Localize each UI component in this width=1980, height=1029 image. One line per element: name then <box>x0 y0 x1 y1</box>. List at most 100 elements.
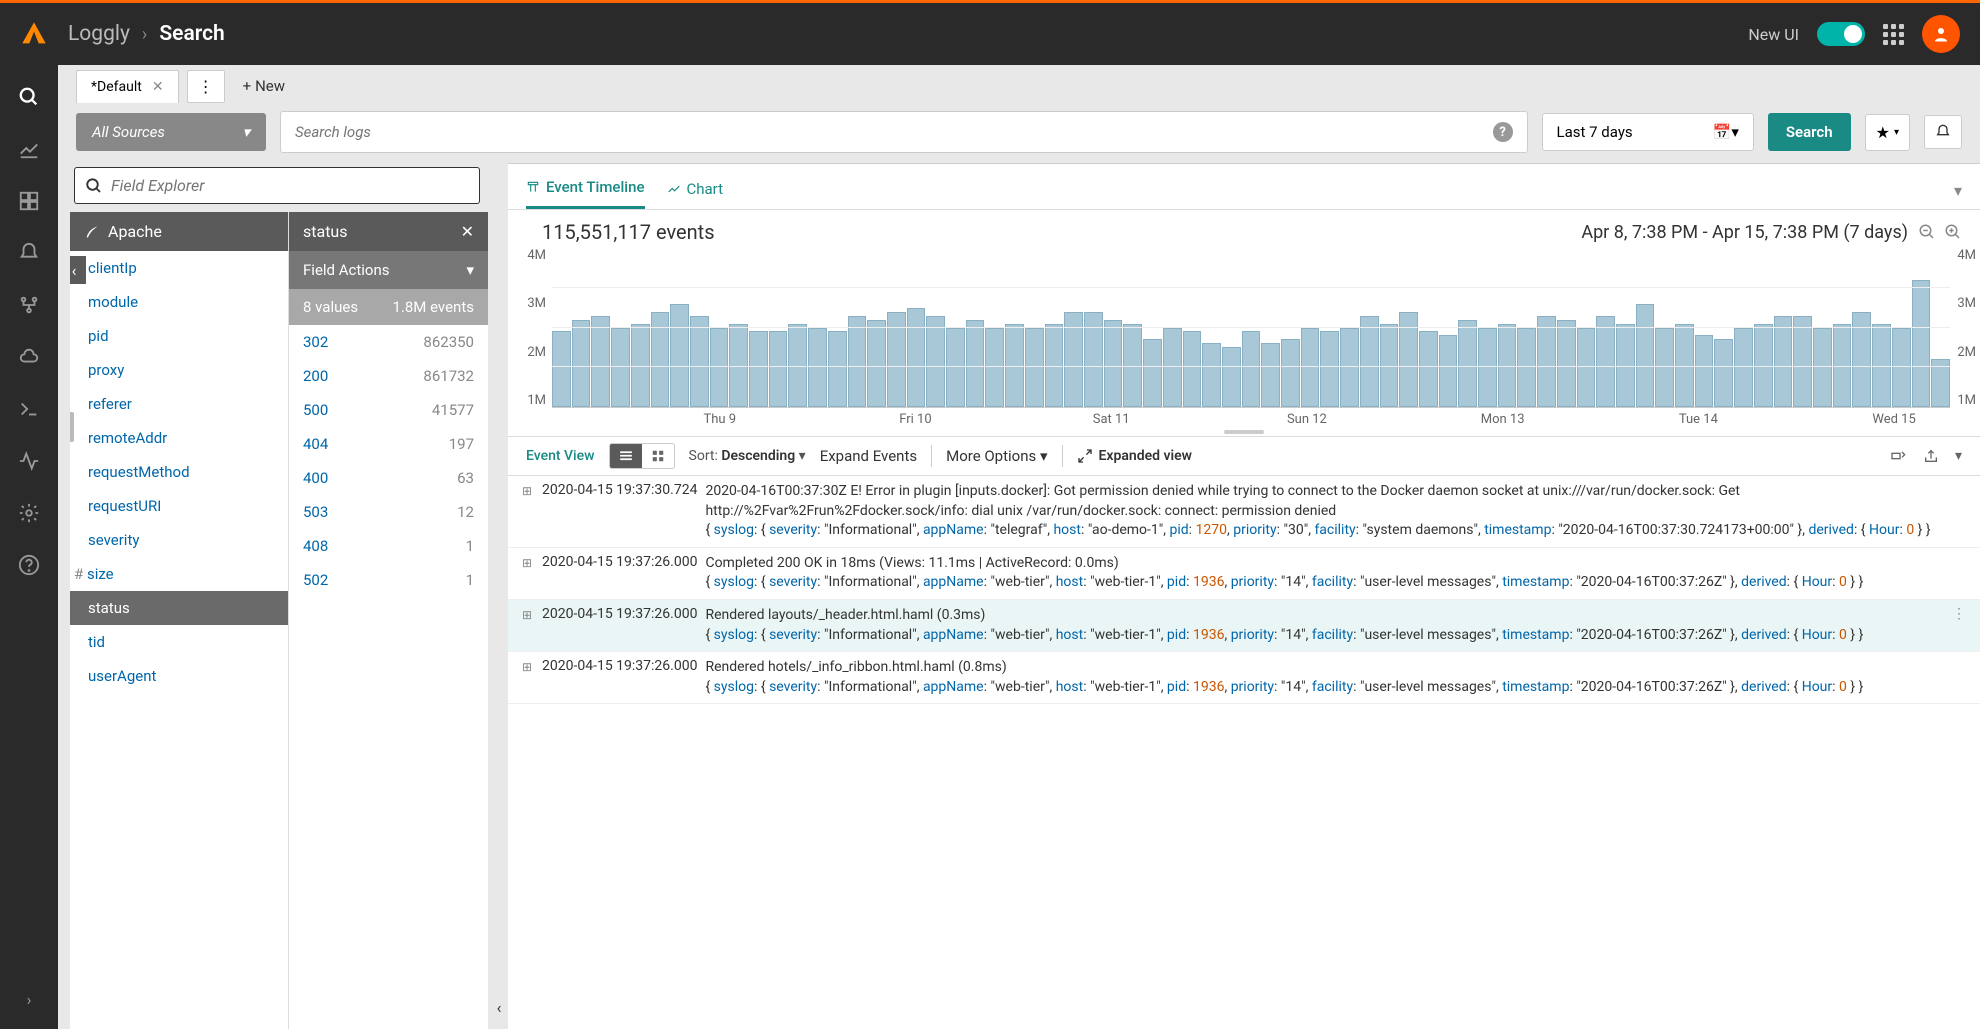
event-row[interactable]: ⊞2020-04-15 19:37:26.000Rendered layouts… <box>508 600 1980 652</box>
nav-settings-icon[interactable] <box>17 501 41 525</box>
event-row[interactable]: ⊞2020-04-15 19:37:30.7242020-04-16T00:37… <box>508 476 1980 548</box>
nav-expand-icon[interactable]: › <box>27 990 32 1009</box>
timeline-bar[interactable] <box>966 320 985 407</box>
timeline-bar[interactable] <box>1222 347 1241 407</box>
timeline-bar[interactable] <box>946 328 965 408</box>
field-value-row[interactable]: 5021 <box>289 563 488 597</box>
help-icon[interactable]: ? <box>1493 122 1513 142</box>
timeline-bar[interactable] <box>1104 320 1123 407</box>
timeline-bar[interactable] <box>1261 343 1280 407</box>
timeline-bar[interactable] <box>1360 316 1379 407</box>
tab-chart[interactable]: Chart <box>667 174 724 208</box>
expanded-view-button[interactable]: Expanded view <box>1077 448 1193 464</box>
timeline-bar[interactable] <box>769 331 788 407</box>
view-list-icon[interactable] <box>610 444 642 468</box>
search-button[interactable]: Search <box>1768 113 1851 151</box>
expand-events-button[interactable]: Expand Events <box>820 447 917 465</box>
chart-collapse-icon[interactable]: ▾ <box>1954 181 1962 200</box>
timeline-bar[interactable] <box>1912 280 1931 407</box>
timeline-bar[interactable] <box>1537 316 1556 407</box>
field-value-row[interactable]: 302862350 <box>289 325 488 359</box>
field-item-referer[interactable]: referer <box>70 387 288 421</box>
field-value-row[interactable]: 40063 <box>289 461 488 495</box>
timeline-bar[interactable] <box>1596 316 1615 407</box>
drag-handle[interactable] <box>70 412 74 442</box>
breadcrumb-root[interactable]: Loggly <box>68 22 130 46</box>
timeline-bar[interactable] <box>848 316 867 407</box>
field-value-row[interactable]: 50312 <box>289 495 488 529</box>
field-value-row[interactable]: 200861732 <box>289 359 488 393</box>
zoom-out-icon[interactable] <box>1918 223 1936 241</box>
timeline-bar[interactable] <box>1163 328 1182 408</box>
timeline-bar[interactable] <box>1340 328 1359 408</box>
timeline-bar[interactable] <box>926 316 945 407</box>
tab-event-timeline[interactable]: Event Timeline <box>526 172 645 209</box>
toolbar-menu-icon[interactable]: ▾ <box>1955 448 1962 464</box>
timeline-bar[interactable] <box>828 331 847 407</box>
nav-activity-icon[interactable] <box>17 449 41 473</box>
field-item-size[interactable]: size <box>70 557 288 591</box>
tab-close-icon[interactable]: ✕ <box>152 79 164 95</box>
field-item-remoteAddr[interactable]: remoteAddr <box>70 421 288 455</box>
event-row[interactable]: ⊞2020-04-15 19:37:26.000Rendered hotels/… <box>508 652 1980 704</box>
event-more-icon[interactable]: ⋮ <box>1952 606 1966 622</box>
expand-icon[interactable]: ⊞ <box>522 484 534 498</box>
timeline-bar[interactable] <box>1458 320 1477 407</box>
alert-button[interactable] <box>1924 115 1962 149</box>
event-row[interactable]: ⊞2020-04-15 19:37:26.000Completed 200 OK… <box>508 548 1980 600</box>
timeline-bar[interactable] <box>907 308 926 407</box>
timeline-bar[interactable] <box>1774 316 1793 407</box>
expand-icon[interactable]: ⊞ <box>522 556 534 570</box>
chart-splitter[interactable] <box>508 428 1980 436</box>
timeline-bar[interactable] <box>1478 328 1497 408</box>
timeline-bar[interactable] <box>1636 304 1655 407</box>
field-explorer-input[interactable] <box>111 176 469 195</box>
timeline-bar[interactable] <box>1517 328 1536 408</box>
field-item-severity[interactable]: severity <box>70 523 288 557</box>
timeline-bar[interactable] <box>1734 328 1753 408</box>
timeline-bar[interactable] <box>1183 331 1202 407</box>
timeline-bar[interactable] <box>1813 328 1832 408</box>
brand-logo[interactable] <box>20 20 48 48</box>
export-icon[interactable] <box>1923 448 1939 464</box>
nav-alerts-icon[interactable] <box>17 241 41 265</box>
timeline-bar[interactable] <box>1793 316 1812 407</box>
timeline-bar[interactable] <box>1714 339 1733 407</box>
timeline-bar[interactable] <box>1242 331 1261 407</box>
timeline-bar[interactable] <box>1577 328 1596 408</box>
more-options-button[interactable]: More Options ▾ <box>946 447 1047 465</box>
field-item-requestMethod[interactable]: requestMethod <box>70 455 288 489</box>
timeline-bar[interactable] <box>985 328 1004 408</box>
timeline-bar[interactable] <box>1557 320 1576 407</box>
timeline-bar[interactable] <box>591 316 610 407</box>
timeline-bar[interactable] <box>1695 335 1714 407</box>
new-ui-toggle[interactable] <box>1817 22 1865 46</box>
timeline-bar[interactable] <box>1301 328 1320 408</box>
nav-terminal-icon[interactable] <box>17 397 41 421</box>
field-item-requestURI[interactable]: requestURI <box>70 489 288 523</box>
close-icon[interactable]: ✕ <box>461 222 474 241</box>
field-item-userAgent[interactable]: userAgent <box>70 659 288 693</box>
field-value-row[interactable]: 50041577 <box>289 393 488 427</box>
surrounding-events-icon[interactable] <box>1889 448 1907 464</box>
zoom-in-icon[interactable] <box>1944 223 1962 241</box>
field-value-row[interactable]: 4081 <box>289 529 488 563</box>
apps-grid-icon[interactable] <box>1883 24 1904 45</box>
timeline-bar[interactable] <box>690 316 709 407</box>
search-input[interactable] <box>295 123 1493 141</box>
timeline-bar[interactable] <box>710 328 729 408</box>
daterange-picker[interactable]: Last 7 days 📅▾ <box>1542 113 1754 151</box>
timeline-bar[interactable] <box>1419 331 1438 407</box>
timeline-bar[interactable] <box>1320 331 1339 407</box>
timeline-bar[interactable] <box>1143 339 1162 407</box>
timeline-bar[interactable] <box>1439 335 1458 407</box>
sources-dropdown[interactable]: All Sources ▾ <box>76 113 266 151</box>
favorite-button[interactable]: ★▾ <box>1865 114 1910 151</box>
timeline-bar[interactable] <box>611 328 630 408</box>
timeline-bar[interactable] <box>1892 328 1911 408</box>
timeline-bar[interactable] <box>1281 339 1300 407</box>
expand-icon[interactable]: ⊞ <box>522 608 534 622</box>
nav-infra-icon[interactable] <box>17 293 41 317</box>
nav-help-icon[interactable] <box>17 553 41 577</box>
view-grid-icon[interactable] <box>642 444 674 468</box>
